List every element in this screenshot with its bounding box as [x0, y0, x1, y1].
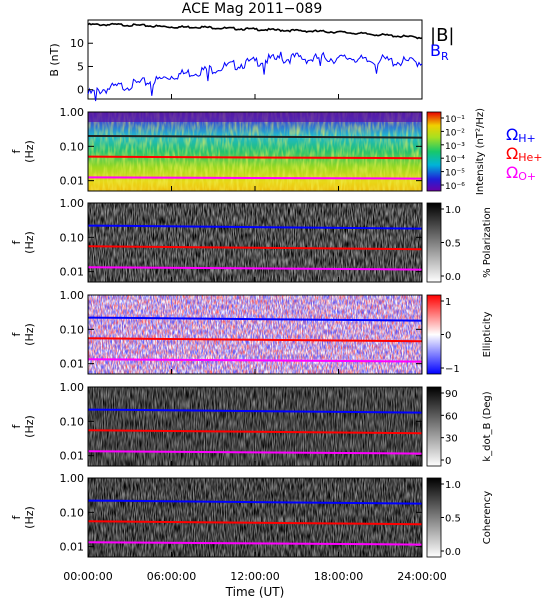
freq-axis-label: f [10, 239, 23, 244]
intensity-gyro-he-plus-line [87, 155, 423, 160]
polarization-gyro-h-plus-line [87, 224, 423, 230]
x-tick-label: 24:00:00 [397, 570, 446, 583]
freq-axis-label: f [10, 331, 23, 336]
x-axis-label: Time (UT) [225, 585, 285, 599]
polarization-gyro-he-plus-line [87, 245, 423, 251]
b-ytick-label: 5 [77, 60, 84, 73]
k_dot_b-gyro-o-plus-line [87, 450, 423, 455]
gyro-legend: ΩH+ ΩHe+ ΩO+ [506, 125, 543, 183]
freq-axis-unit: (Hz) [23, 231, 36, 254]
b-ytick-label: 0 [77, 84, 84, 97]
polarization-panel: 1.00 0.10 0.01 f (Hz) 1.0 0.5 0.0 % Polarization [10, 197, 493, 283]
polarization-colorbar [426, 202, 442, 283]
b-ytick-label: 10 [70, 37, 84, 50]
k_dot_b-gyro-h-plus-line [87, 408, 423, 414]
freq-axis-unit: (Hz) [23, 506, 36, 529]
intensity-colorbar [426, 111, 442, 192]
freq-axis-label: f [10, 148, 23, 153]
freq-tick-label: 1.00 [60, 381, 85, 394]
colorbar-tick-label: 0.0 [445, 547, 461, 558]
x-axis-ticks: 00:00:00 06:00:00 12:00:00 18:00:00 24:00:00 [63, 94, 447, 583]
ellipticity-gyro-h-plus-line [87, 316, 423, 322]
colorbar-tick-label: 10⁻⁴ [445, 155, 465, 165]
freq-tick-label: 0.01 [60, 541, 85, 554]
freq-tick-label: 0.10 [60, 415, 85, 428]
b-total-line [87, 22, 423, 40]
ellipticity-gyro-o-plus-line [87, 358, 423, 363]
ellipticity-colorbar [426, 294, 442, 375]
k_dot_b-gyro-he-plus-line [87, 429, 423, 435]
b-field-frame [87, 19, 423, 100]
coherency-colorbar [426, 477, 442, 558]
coherency-gyro-o-plus-line [87, 541, 423, 546]
colorbar-tick-label: 1.0 [445, 205, 461, 216]
x-tick-label: 12:00:00 [230, 570, 279, 583]
k_dot_b-panel: 1.00 0.10 0.01 f (Hz) 90 60 30 0 k_dot_B (Deg) [10, 381, 493, 467]
k_dot_b-colorbar [426, 386, 442, 467]
colorbar-tick-label: 0 [445, 456, 451, 467]
freq-axis-unit: (Hz) [23, 140, 36, 163]
freq-axis-label: f [10, 514, 23, 519]
freq-tick-label: 0.01 [60, 175, 85, 188]
ellipticity-panel: 1.00 0.10 0.01 f (Hz) 1 0 −1 Ellipticity [10, 289, 493, 375]
freq-tick-label: 1.00 [60, 106, 85, 119]
freq-tick-label: 1.00 [60, 197, 85, 210]
freq-axis-label: f [10, 423, 23, 428]
colorbar-tick-label: 10⁻⁶ [445, 182, 465, 192]
intensity-colorbar-label: Intensity (nT²/Hz) [475, 108, 486, 195]
polarization-gyro-o-plus-line [87, 266, 423, 271]
colorbar-tick-label: 10⁻¹ [445, 115, 465, 125]
polarization-colorbar-label: % Polarization [482, 207, 493, 278]
b-field-ylabel: B (nT) [48, 43, 61, 76]
freq-tick-label: 0.10 [60, 323, 85, 336]
colorbar-tick-label: 10⁻⁵ [445, 169, 465, 179]
coherency-gyro-h-plus-line [87, 499, 423, 505]
freq-axis-unit: (Hz) [23, 323, 36, 346]
coherency-panel: 1.00 0.10 0.01 f (Hz) 1.0 0.5 0.0 Coherency [10, 472, 493, 558]
freq-tick-label: 0.01 [60, 266, 85, 279]
freq-tick-label: 0.01 [60, 358, 85, 371]
colorbar-tick-label: 0 [445, 331, 451, 342]
colorbar-tick-label: −1 [445, 364, 460, 375]
coherency-gyro-he-plus-line [87, 520, 423, 526]
colorbar-tick-label: 90 [445, 389, 458, 400]
intensity-gyro-h-plus-line [87, 134, 423, 139]
ellipticity-gyro-he-plus-line [87, 337, 423, 343]
freq-tick-label: 0.01 [60, 450, 85, 463]
x-tick-label: 18:00:00 [314, 570, 363, 583]
legend-b-total: |B| [430, 25, 454, 46]
colorbar-tick-label: 0.0 [445, 272, 461, 283]
intensity-top-band [88, 112, 422, 122]
colorbar-tick-label: 30 [445, 434, 458, 445]
freq-tick-label: 0.10 [60, 506, 85, 519]
b-r-line [87, 51, 423, 102]
x-tick-label: 06:00:00 [147, 570, 196, 583]
colorbar-tick-label: 0.5 [445, 514, 461, 525]
freq-tick-label: 0.10 [60, 231, 85, 244]
colorbar-tick-label: 1.0 [445, 480, 461, 491]
x-tick-label: 00:00:00 [63, 570, 112, 583]
colorbar-tick-label: 1 [445, 297, 451, 308]
figure-title: ACE Mag 2011−089 [182, 1, 322, 17]
intensity-gyro-o-plus-line [87, 176, 423, 180]
intensity-panel: 1.00 0.10 0.01 f (Hz) 10⁻¹ 10⁻² 10⁻³ 10⁻⁴ 10⁻⁵ 10⁻… [10, 106, 486, 195]
ellipticity-colorbar-label: Ellipticity [482, 312, 493, 358]
colorbar-tick-label: 10⁻² [445, 128, 465, 138]
freq-tick-label: 1.00 [60, 289, 85, 302]
legend-he-plus: ΩHe+ [506, 144, 543, 164]
legend-h-plus: ΩH+ [506, 125, 536, 145]
freq-tick-label: 1.00 [60, 472, 85, 485]
colorbar-tick-label: 10⁻³ [445, 142, 465, 152]
colorbar-tick-label: 60 [445, 411, 458, 422]
freq-axis-unit: (Hz) [23, 415, 36, 438]
legend-o-plus: ΩO+ [506, 163, 536, 183]
coherency-colorbar-label: Coherency [482, 491, 493, 544]
k_dot_b-colorbar-label: k_dot_B (Deg) [482, 391, 493, 461]
colorbar-tick-label: 0.5 [445, 239, 461, 250]
freq-tick-label: 0.10 [60, 140, 85, 153]
